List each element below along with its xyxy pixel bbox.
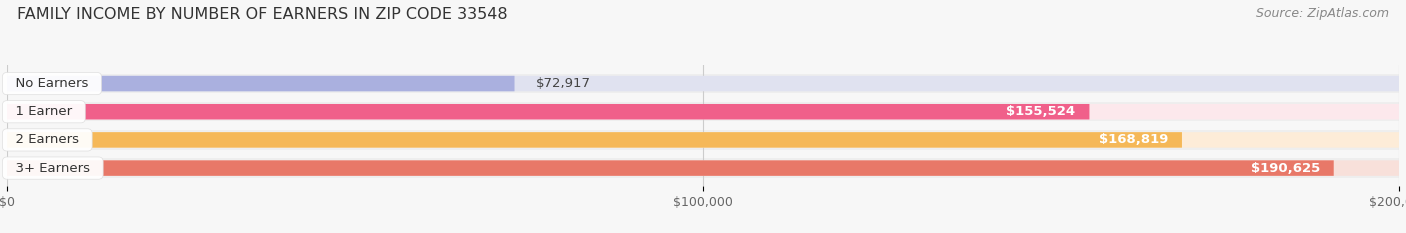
Text: FAMILY INCOME BY NUMBER OF EARNERS IN ZIP CODE 33548: FAMILY INCOME BY NUMBER OF EARNERS IN ZI… — [17, 7, 508, 22]
FancyBboxPatch shape — [7, 76, 515, 91]
FancyBboxPatch shape — [7, 132, 1182, 148]
FancyBboxPatch shape — [7, 160, 1399, 176]
Text: $190,625: $190,625 — [1250, 161, 1320, 175]
Text: 3+ Earners: 3+ Earners — [7, 161, 98, 175]
FancyBboxPatch shape — [7, 102, 1399, 121]
Text: 1 Earner: 1 Earner — [7, 105, 80, 118]
FancyBboxPatch shape — [7, 160, 1334, 176]
FancyBboxPatch shape — [7, 76, 1399, 91]
Text: No Earners: No Earners — [7, 77, 97, 90]
Text: $72,917: $72,917 — [536, 77, 591, 90]
Text: $155,524: $155,524 — [1007, 105, 1076, 118]
Text: 2 Earners: 2 Earners — [7, 134, 87, 146]
FancyBboxPatch shape — [7, 74, 1399, 93]
FancyBboxPatch shape — [7, 104, 1399, 120]
FancyBboxPatch shape — [7, 158, 1399, 178]
FancyBboxPatch shape — [7, 132, 1399, 148]
Text: $168,819: $168,819 — [1098, 134, 1168, 146]
Text: Source: ZipAtlas.com: Source: ZipAtlas.com — [1256, 7, 1389, 20]
FancyBboxPatch shape — [7, 130, 1399, 150]
FancyBboxPatch shape — [7, 104, 1090, 120]
